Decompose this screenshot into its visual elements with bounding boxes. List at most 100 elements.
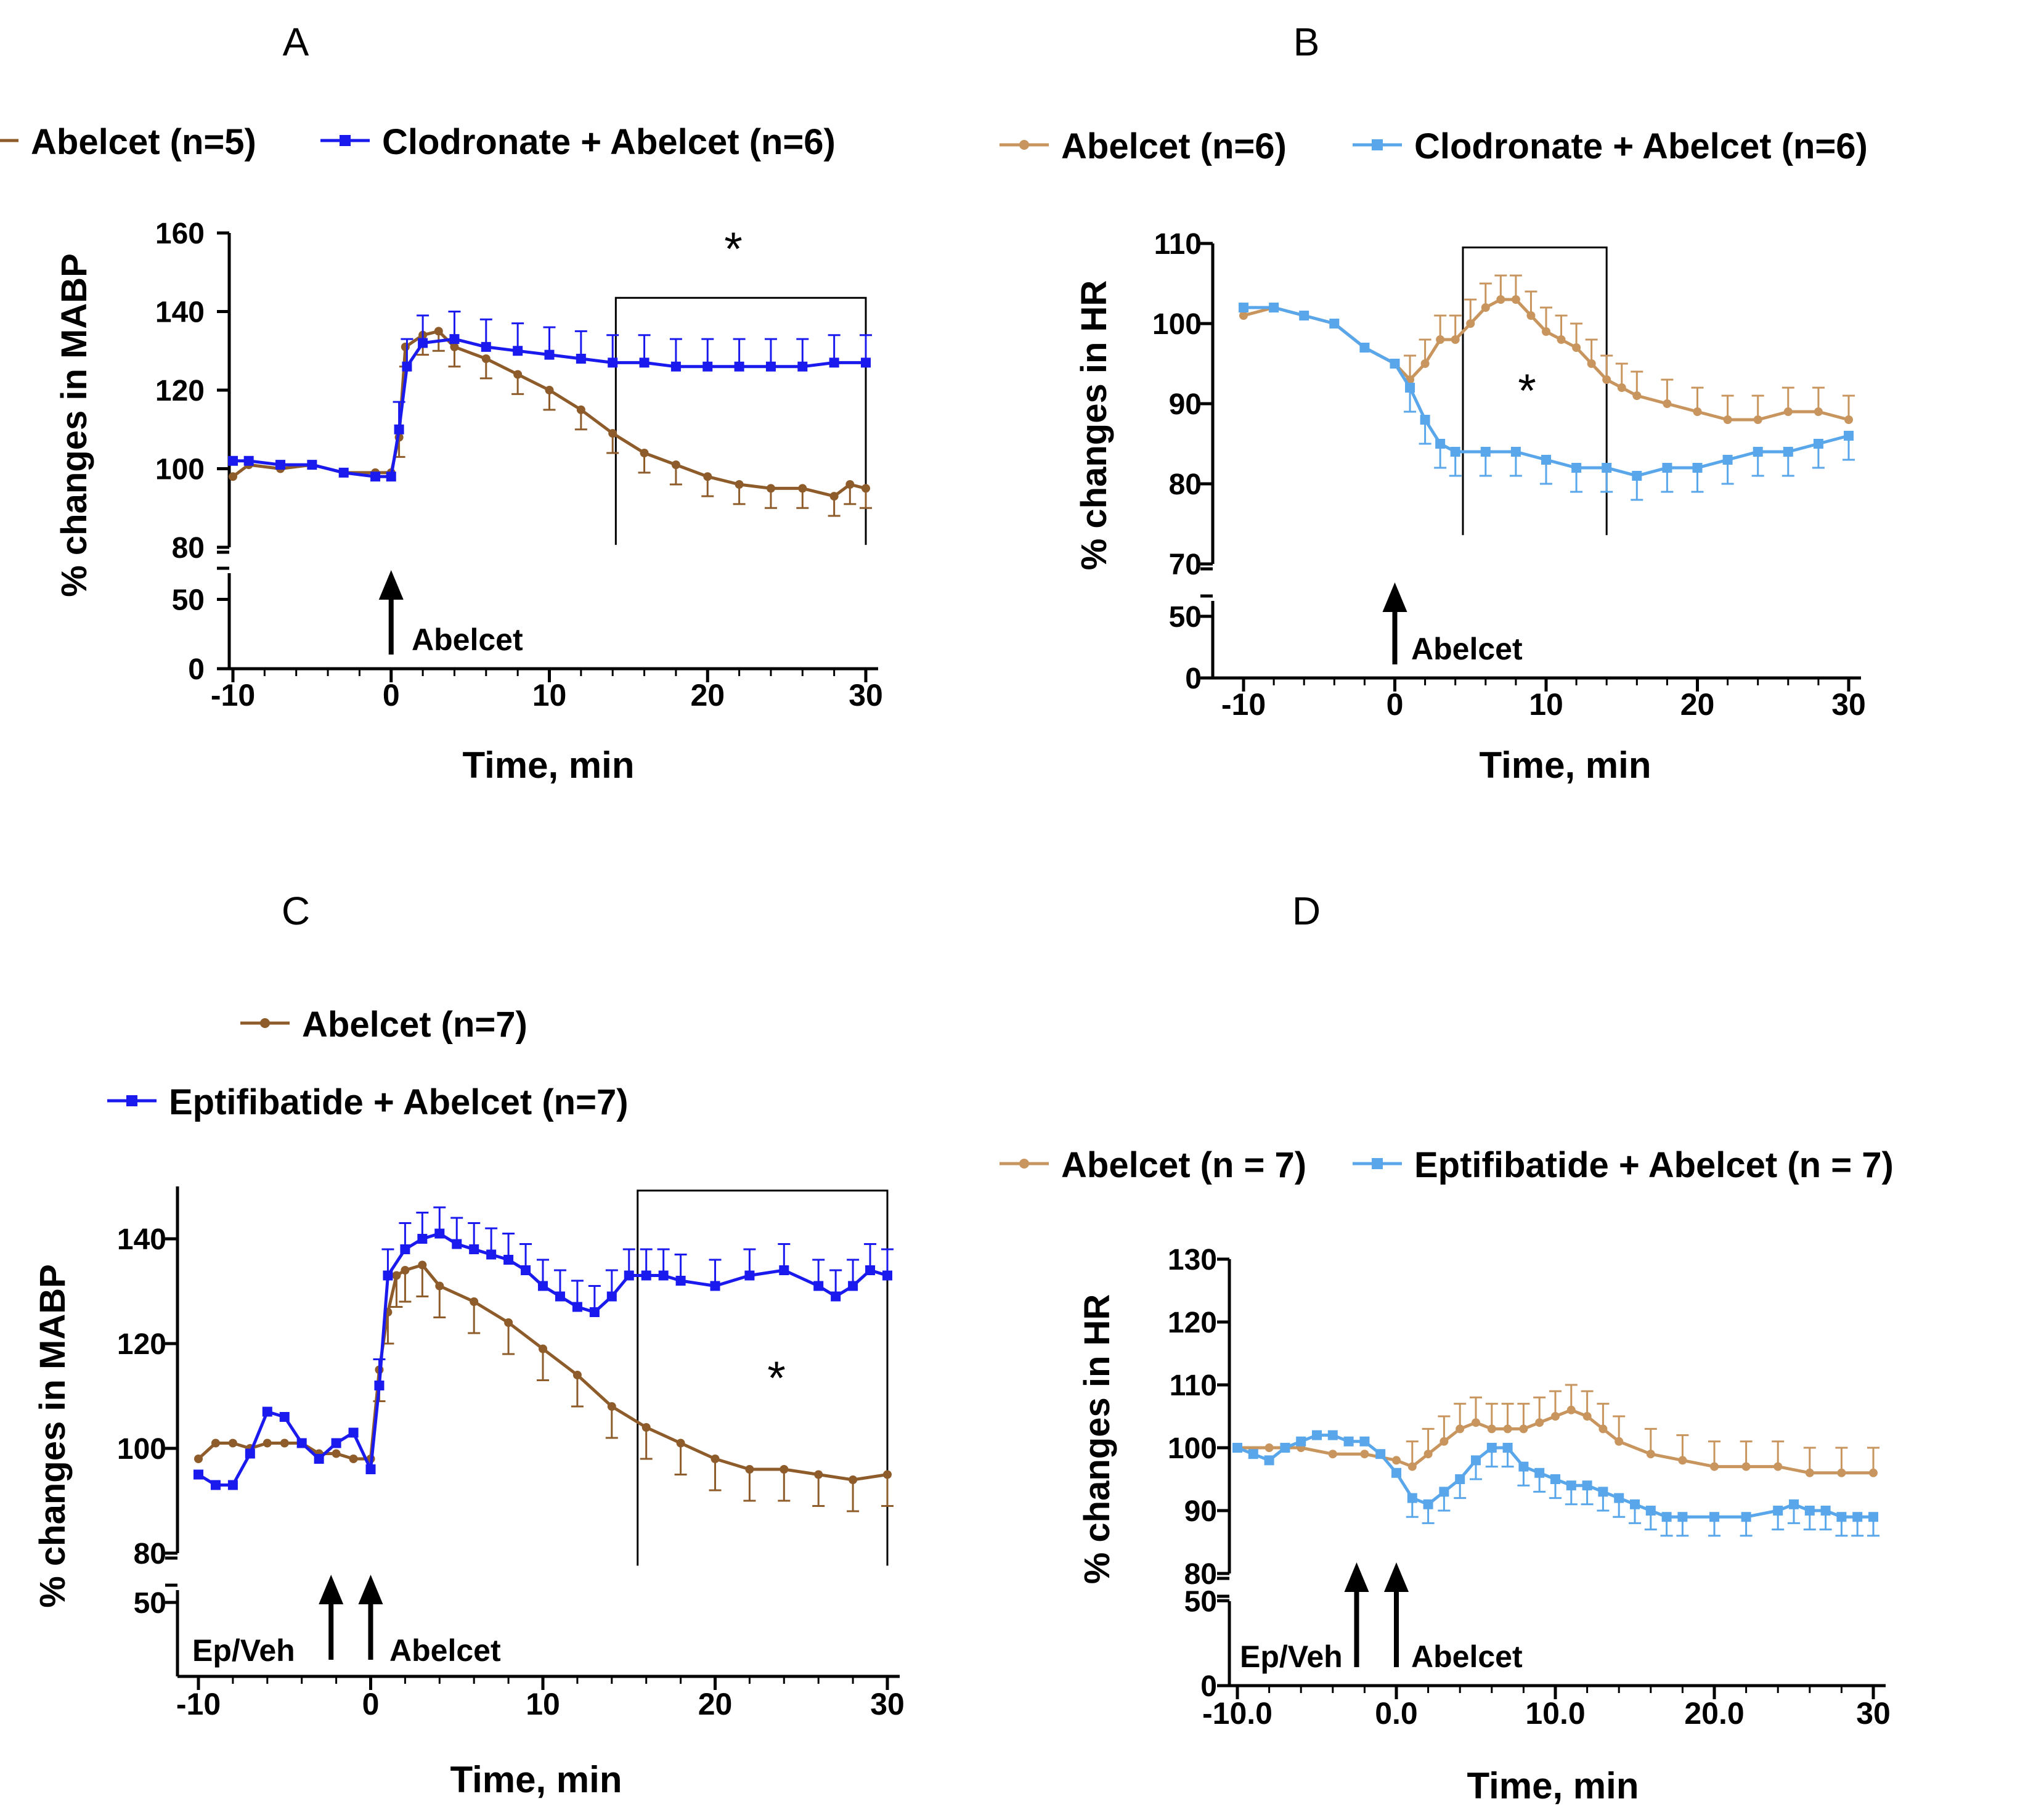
- data-point: [1836, 1512, 1847, 1522]
- data-point: [1572, 343, 1581, 352]
- data-point: [1598, 1487, 1608, 1497]
- data-point: [1789, 1499, 1799, 1509]
- data-point: [1390, 359, 1400, 369]
- data-point: [1359, 343, 1370, 353]
- x-tick-label: 0: [383, 678, 400, 712]
- y-tick-label: 50: [172, 584, 205, 617]
- legend-label: Abelcet (n=7): [302, 1005, 527, 1045]
- x-tick-label: 0: [1387, 687, 1404, 722]
- data-point: [452, 1239, 462, 1249]
- y-tick-label: 80: [1184, 1558, 1217, 1591]
- data-point: [1753, 447, 1763, 457]
- data-point: [383, 1270, 393, 1281]
- data-point: [1391, 1467, 1401, 1478]
- data-point: [641, 1270, 651, 1281]
- data-point: [394, 424, 404, 435]
- data-point: [572, 1302, 582, 1312]
- legend-label: Eptifibatide + Abelcet (n = 7): [1414, 1145, 1894, 1185]
- x-axis-label: Time, min: [450, 1759, 622, 1800]
- data-point: [1343, 1436, 1354, 1447]
- x-tick-label: 20: [698, 1687, 733, 1721]
- legend-marker: [260, 1018, 270, 1028]
- data-point: [1582, 1480, 1592, 1491]
- data-point: [1663, 399, 1672, 408]
- data-point: [1632, 471, 1642, 481]
- data-point: [670, 361, 681, 372]
- data-point: [831, 1291, 841, 1302]
- significance-bracket: [637, 1190, 889, 1566]
- data-point: [401, 342, 410, 351]
- data-point: [1844, 431, 1854, 441]
- data-point: [400, 1244, 410, 1254]
- data-point: [1813, 439, 1823, 449]
- arrow-label: Abelcet: [389, 1633, 501, 1668]
- legend-label: Clodronate + Abelcet (n=6): [382, 122, 836, 162]
- data-point: [503, 1255, 514, 1265]
- x-tick-label: 30: [1856, 1696, 1891, 1731]
- x-tick-label: -10.0: [1202, 1696, 1273, 1731]
- series-0: [1239, 274, 1855, 424]
- data-point: [1510, 447, 1521, 457]
- data-point: [1869, 1468, 1878, 1477]
- data-point: [1239, 311, 1248, 320]
- data-point: [513, 346, 523, 356]
- data-point: [1359, 1436, 1370, 1447]
- y-tick-label: 160: [155, 218, 205, 250]
- data-point: [228, 455, 238, 466]
- data-point: [1312, 1430, 1322, 1440]
- y-tick-label: 80: [172, 532, 205, 565]
- data-point: [734, 361, 744, 372]
- y-tick-label: 90: [1184, 1495, 1217, 1528]
- data-point: [624, 1270, 634, 1281]
- y-tick-label: 100: [1152, 308, 1202, 341]
- data-point: [845, 480, 855, 489]
- data-point: [1677, 1512, 1688, 1522]
- data-point: [1329, 319, 1340, 328]
- y-tick-label: 70: [1169, 549, 1202, 581]
- data-point: [1582, 1412, 1592, 1421]
- data-point: [338, 467, 349, 478]
- significance-bracket: [614, 296, 867, 545]
- data-point: [349, 1455, 358, 1463]
- data-point: [1741, 1462, 1751, 1471]
- data-point: [481, 341, 491, 352]
- data-point: [280, 1438, 289, 1448]
- data-point: [392, 1271, 401, 1280]
- data-point: [1511, 295, 1520, 304]
- y-tick-label: 100: [1168, 1432, 1217, 1465]
- data-point: [711, 1455, 720, 1463]
- x-tick-label: 0.0: [1375, 1696, 1418, 1731]
- y-tick-label: 120: [155, 375, 205, 407]
- data-point: [1239, 303, 1248, 312]
- data-point: [1678, 1456, 1687, 1465]
- data-point: [1420, 359, 1430, 368]
- data-point: [504, 1318, 513, 1327]
- data-point: [1805, 1468, 1814, 1477]
- data-point: [1773, 1506, 1783, 1516]
- data-point: [1723, 415, 1732, 424]
- injection-arrow-head: [319, 1575, 344, 1604]
- data-point: [1451, 335, 1460, 344]
- data-point: [513, 370, 523, 379]
- data-point: [1630, 1499, 1640, 1509]
- data-point: [1423, 1499, 1433, 1509]
- arrow-label: Ep/Veh: [192, 1633, 295, 1668]
- data-point: [1741, 1512, 1751, 1522]
- y-tick-label: 0: [1185, 663, 1202, 695]
- data-point: [1534, 1467, 1545, 1478]
- data-point: [1566, 1405, 1576, 1414]
- x-tick-label: 0: [362, 1687, 380, 1721]
- data-point: [1296, 1436, 1306, 1447]
- data-point: [1435, 439, 1446, 449]
- y-tick-label: 0: [1200, 1670, 1217, 1703]
- data-point: [1392, 1456, 1401, 1465]
- data-point: [539, 1344, 547, 1353]
- legend-label: Abelcet (n=6): [1061, 126, 1287, 166]
- data-point: [1692, 463, 1703, 473]
- data-point: [1550, 1474, 1560, 1484]
- x-axis-label: Time, min: [463, 745, 635, 786]
- data-point: [829, 492, 839, 501]
- data-point: [1280, 1443, 1290, 1453]
- data-point: [765, 361, 776, 372]
